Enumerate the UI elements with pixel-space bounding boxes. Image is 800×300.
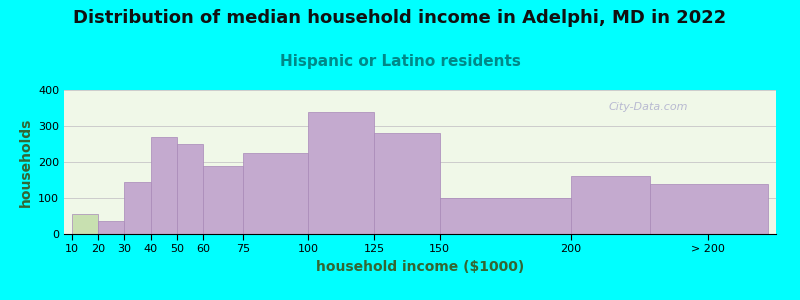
Bar	[308, 112, 374, 234]
Bar	[150, 137, 177, 234]
Bar	[571, 176, 650, 234]
Y-axis label: households: households	[18, 117, 33, 207]
Bar	[98, 221, 125, 234]
Bar	[72, 214, 98, 234]
Bar	[125, 182, 150, 234]
Text: Hispanic or Latino residents: Hispanic or Latino residents	[279, 54, 521, 69]
Bar	[242, 153, 308, 234]
Bar	[440, 198, 571, 234]
Text: City-Data.com: City-Data.com	[608, 102, 687, 112]
Bar	[374, 133, 440, 234]
Bar	[177, 144, 203, 234]
X-axis label: household income ($1000): household income ($1000)	[316, 260, 524, 274]
Text: Distribution of median household income in Adelphi, MD in 2022: Distribution of median household income …	[74, 9, 726, 27]
Bar	[650, 184, 768, 234]
Bar	[203, 166, 242, 234]
